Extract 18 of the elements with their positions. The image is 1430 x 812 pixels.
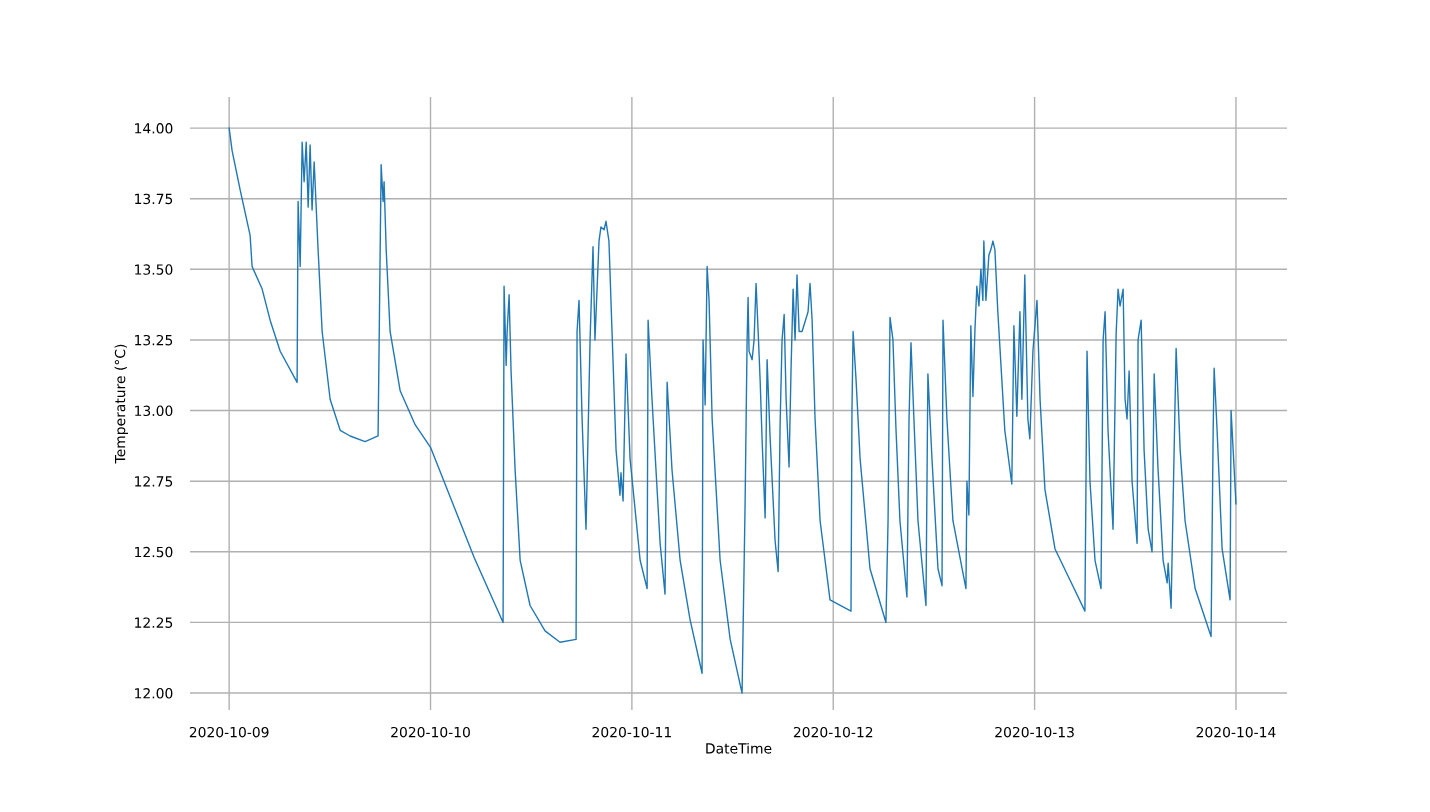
y-tick-label: 14.00 <box>135 123 173 134</box>
y-tick-label: 12.25 <box>135 617 173 628</box>
x-tick-label: 2020-10-14 <box>1196 726 1276 738</box>
y-tick-label: 12.75 <box>135 476 173 487</box>
y-tick-label: 12.00 <box>135 688 173 699</box>
x-tick-label: 2020-10-12 <box>793 726 873 738</box>
x-tick-label: 2020-10-10 <box>391 726 470 738</box>
x-tick-label: 2020-10-11 <box>592 726 671 738</box>
y-axis-title: Temperature (°C) <box>114 344 129 464</box>
y-tick-label: 13.50 <box>135 264 173 275</box>
y-tick-label: 12.50 <box>135 546 173 558</box>
x-axis-title: DateTime <box>706 742 772 754</box>
x-tick-label: 2020-10-09 <box>189 726 269 738</box>
y-tick-label: 13.25 <box>135 334 173 346</box>
x-tick-label: 2020-10-13 <box>995 726 1074 738</box>
y-tick-label: 13.75 <box>135 193 173 205</box>
y-tick-label: 13.00 <box>135 405 173 417</box>
line-series <box>228 127 1237 694</box>
